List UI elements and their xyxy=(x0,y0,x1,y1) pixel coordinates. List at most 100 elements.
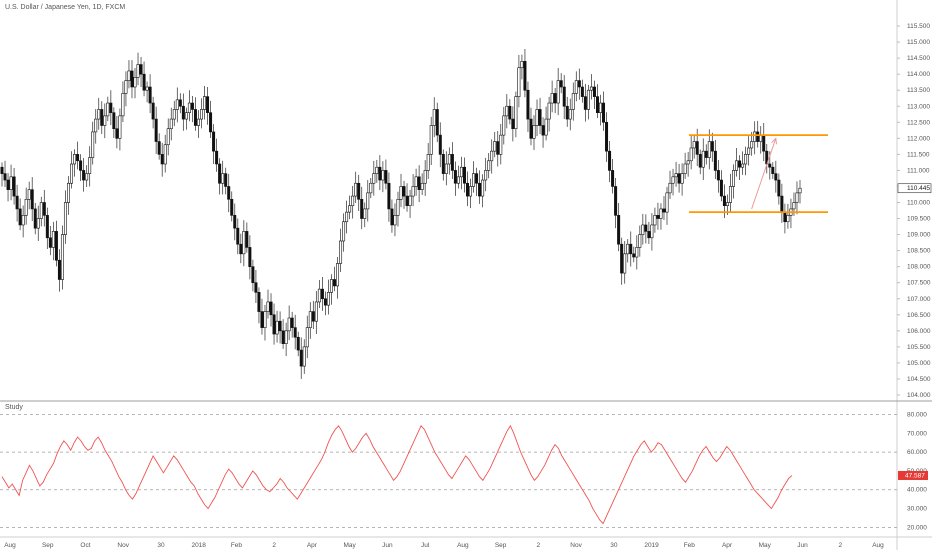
candle-body xyxy=(209,112,213,133)
candle-body xyxy=(420,182,424,190)
candle-body xyxy=(620,243,624,274)
candle-body xyxy=(441,154,445,174)
candle-body xyxy=(308,311,312,328)
time-axis-label: Aug xyxy=(457,542,469,549)
price-tick-label: 114.500 xyxy=(907,55,930,62)
candle-body xyxy=(63,202,67,235)
candle-body xyxy=(435,109,439,136)
candle-body xyxy=(429,125,433,155)
time-axis-label: Nov xyxy=(117,542,129,549)
price-tick-label: 111.000 xyxy=(907,167,930,174)
candle-body xyxy=(656,215,660,219)
candle-body xyxy=(372,173,376,184)
candle-body xyxy=(329,279,333,293)
candle-body xyxy=(112,112,116,130)
candle-body xyxy=(305,327,309,348)
candle-body xyxy=(792,202,796,210)
candle-body xyxy=(426,154,430,171)
candle-body xyxy=(73,154,77,165)
candle-body xyxy=(320,288,324,300)
candle-body xyxy=(15,195,19,210)
candle-body xyxy=(348,205,352,213)
candle-body xyxy=(577,80,581,88)
candle-body xyxy=(236,227,240,245)
study-tick-label: 60.000 xyxy=(907,449,927,456)
candle-body xyxy=(103,115,107,126)
candle-body xyxy=(91,131,95,158)
study-tick-label: 20.000 xyxy=(907,524,927,531)
candle-body xyxy=(762,134,766,152)
candle-body xyxy=(76,154,80,162)
candle-body xyxy=(490,150,494,162)
candle-body xyxy=(683,163,687,174)
candle-body xyxy=(783,211,787,223)
candle-body xyxy=(136,64,140,78)
candle-body xyxy=(469,186,473,197)
candle-body xyxy=(94,118,98,133)
candle-body xyxy=(233,215,237,229)
time-axis-label: May xyxy=(759,542,772,549)
candle-body xyxy=(203,96,207,110)
candle-body xyxy=(707,141,711,158)
time-axis-label: Apr xyxy=(307,542,318,549)
last-price-label: 110.445 xyxy=(907,185,930,192)
price-tick-label: 105.500 xyxy=(907,344,931,351)
candle-body xyxy=(795,192,799,203)
candle-body xyxy=(583,96,587,110)
candle-body xyxy=(375,166,379,174)
candle-body xyxy=(650,224,654,239)
candle-body xyxy=(553,93,557,104)
candle-body xyxy=(556,80,560,104)
candle-body xyxy=(677,173,681,184)
candle-body xyxy=(121,93,125,117)
study-tick-label: 40.000 xyxy=(907,487,927,494)
candle-body xyxy=(719,179,723,197)
candle-body xyxy=(550,93,554,104)
candle-body xyxy=(520,61,524,69)
time-axis-label: 2018 xyxy=(191,542,206,549)
candle-body xyxy=(713,150,717,171)
candle-body xyxy=(502,115,506,136)
candle-body xyxy=(674,173,678,178)
candle-body xyxy=(67,182,71,203)
price-tick-label: 112.000 xyxy=(907,135,930,142)
candle-body xyxy=(402,186,406,197)
candle-body xyxy=(632,253,636,258)
candle-body xyxy=(323,298,327,306)
candle-body xyxy=(326,292,330,306)
candle-body xyxy=(24,198,28,216)
candle-body xyxy=(538,109,542,126)
candle-body xyxy=(586,89,590,110)
candle-body xyxy=(317,288,321,303)
candle-body xyxy=(704,150,708,158)
candle-body xyxy=(27,189,31,200)
candle-body xyxy=(85,173,89,181)
candle-body xyxy=(408,195,412,207)
candle-body xyxy=(484,170,488,181)
candle-body xyxy=(109,102,113,113)
candle-body xyxy=(411,186,415,197)
candle-body xyxy=(227,186,231,200)
projection-arrow xyxy=(751,138,777,210)
study-tick-label: 80.000 xyxy=(907,412,927,419)
price-tick-label: 108.500 xyxy=(907,248,931,255)
candle-body xyxy=(272,314,276,335)
candle-body xyxy=(130,70,134,88)
time-axis-label: May xyxy=(344,542,357,549)
candle-body xyxy=(493,141,497,152)
candle-body xyxy=(475,173,479,184)
candle-body xyxy=(453,170,457,184)
candle-body xyxy=(384,170,388,184)
candle-body xyxy=(175,99,179,110)
candle-body xyxy=(378,166,382,181)
last-price-box xyxy=(897,183,932,194)
candle-body xyxy=(39,202,43,219)
price-tick-label: 112.500 xyxy=(907,119,930,126)
study-title: Study xyxy=(5,404,23,411)
candle-body xyxy=(771,166,775,174)
candle-body xyxy=(417,176,421,190)
candle-body xyxy=(200,109,204,120)
candle-body xyxy=(57,259,61,280)
candle-body xyxy=(21,215,25,226)
